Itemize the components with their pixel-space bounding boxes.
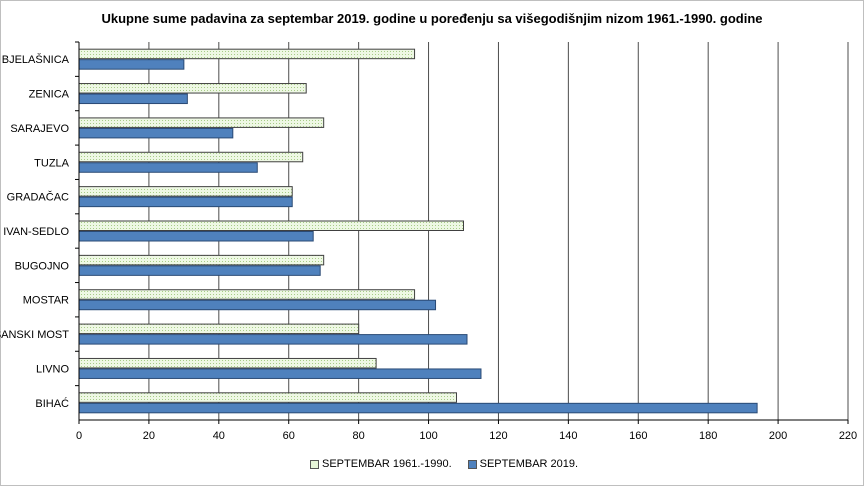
bar-2019 — [78, 299, 437, 311]
bar-2019 — [78, 334, 468, 345]
category-label: SANSKI MOST — [0, 329, 69, 341]
x-tick-label: 180 — [699, 430, 717, 442]
gridlines — [148, 42, 849, 420]
category-label: ZENICA — [29, 89, 70, 101]
labels: 0 20 40 60 80 100 120 140 160 180 200 220 BJELAŠNICA… — [0, 53, 857, 442]
bar-normal — [78, 83, 307, 94]
bar-2019 — [78, 231, 314, 242]
bar-normal — [78, 117, 325, 128]
bar-normal — [78, 392, 458, 403]
bar-2019 — [78, 59, 185, 70]
x-tick-label: 100 — [419, 430, 437, 442]
x-tick-label: 140 — [559, 430, 577, 442]
axes — [75, 41, 849, 424]
x-tick-label: 0 — [76, 430, 82, 442]
category-label: BJELAŠNICA — [2, 53, 70, 66]
x-tick-label: 160 — [629, 430, 647, 442]
x-tick-label: 220 — [839, 430, 857, 442]
legend-label-2019: SEPTEMBAR 2019. — [479, 458, 579, 470]
bar-normal — [78, 357, 377, 369]
category-label: TUZLA — [34, 157, 70, 169]
category-label: MOSTAR — [23, 295, 69, 307]
bar-normal — [78, 48, 416, 60]
bar-normal — [78, 254, 325, 266]
legend-swatch-normal — [310, 459, 319, 469]
bars — [78, 48, 758, 414]
legend-item-normal: SEPTEMBAR 1961.-1990. — [310, 458, 452, 470]
x-tick-label: 80 — [353, 430, 365, 442]
category-label: BUGOJNO — [15, 260, 70, 272]
bar-normal — [78, 186, 293, 197]
category-label: LIVNO — [36, 363, 69, 375]
chart-title: Ukupne sume padavina za septembar 2019. … — [101, 11, 763, 26]
bar-2019 — [78, 162, 258, 173]
bar-2019 — [78, 368, 482, 379]
bar-normal — [78, 289, 416, 300]
bar-2019 — [78, 196, 293, 208]
x-tick-label: 20 — [143, 430, 155, 442]
legend: SEPTEMBAR 1961.-1990. SEPTEMBAR 2019. — [310, 458, 578, 470]
bar-2019 — [78, 93, 188, 105]
x-tick-label: 200 — [769, 430, 787, 442]
category-label: GRADAČAC — [7, 191, 69, 204]
category-label: IVAN-SEDLO — [3, 226, 69, 238]
x-tick-label: 120 — [489, 430, 507, 442]
legend-item-2019: SEPTEMBAR 2019. — [467, 458, 579, 470]
bar-normal — [78, 151, 304, 163]
x-tick-label: 40 — [213, 430, 225, 442]
legend-label-normal: SEPTEMBAR 1961.-1990. — [322, 458, 452, 470]
legend-swatch-2019 — [467, 459, 477, 469]
bar-2019 — [78, 402, 758, 414]
x-tick-label: 60 — [283, 430, 295, 442]
bar-2019 — [78, 127, 234, 139]
bar-normal — [78, 220, 464, 231]
bar-normal — [78, 323, 360, 335]
category-label: SARAJEVO — [10, 123, 69, 135]
category-label: BIHAĆ — [35, 397, 69, 410]
bar-2019 — [78, 265, 321, 276]
